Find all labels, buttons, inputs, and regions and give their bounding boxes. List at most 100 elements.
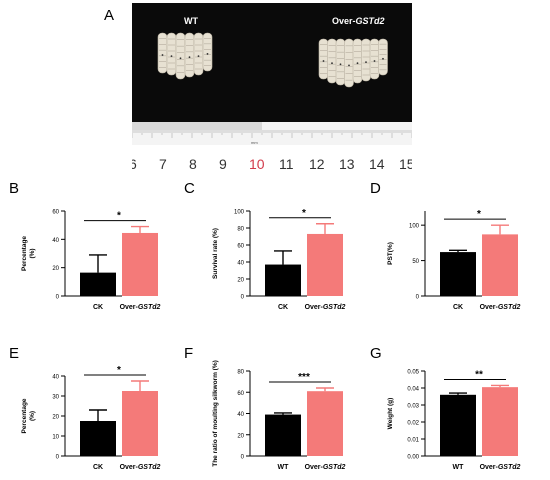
significance-marker: * bbox=[117, 365, 121, 376]
ruler-number-6: 6 bbox=[132, 156, 137, 172]
y-axis-label: The ratio of moulting silkworm (%) bbox=[212, 360, 219, 467]
larva-spot bbox=[356, 62, 359, 65]
significance-marker: *** bbox=[298, 372, 310, 383]
y-tick-label: 0.04 bbox=[407, 387, 419, 393]
chart-c: 0 20 40 60 80 100 Survival rate (%) CK Over-GSTd… bbox=[212, 208, 346, 311]
y-tick-label: 100 bbox=[234, 210, 245, 216]
bar-control bbox=[265, 414, 301, 456]
significance-marker: * bbox=[302, 208, 306, 219]
larva-over-6 bbox=[361, 38, 371, 82]
significance-marker: * bbox=[477, 209, 481, 220]
y-tick-label: 80 bbox=[237, 370, 244, 376]
bar-control bbox=[440, 394, 476, 456]
y-tick-label: 0.03 bbox=[407, 404, 419, 410]
y-tick-label: 20 bbox=[237, 433, 244, 439]
larva-wt-6 bbox=[202, 32, 213, 72]
larva-spot bbox=[170, 55, 173, 57]
larva-over-7 bbox=[369, 38, 380, 80]
bar-control bbox=[80, 272, 116, 296]
chart-b: 0 20 40 60 Percentage (%) CK Over-GSTd2 * bbox=[21, 210, 161, 312]
larva-over-1 bbox=[318, 38, 329, 80]
larva-wt-4 bbox=[184, 32, 195, 78]
y-axis-label: Weight (g) bbox=[387, 398, 394, 430]
category-label: CK bbox=[453, 304, 463, 311]
y-tick-label: 100 bbox=[409, 224, 420, 230]
bar-overexpression bbox=[482, 234, 518, 296]
larva-spot bbox=[322, 60, 325, 62]
larva-wt-5 bbox=[193, 32, 204, 76]
chart-f: 0 20 40 60 80 The ratio of moulting silkworm … bbox=[212, 360, 346, 471]
panel-letter-a: A bbox=[104, 7, 115, 24]
larva-wt-1 bbox=[157, 32, 168, 74]
panel-letter-f: F bbox=[184, 345, 194, 362]
larva-wt-2 bbox=[166, 32, 177, 76]
ruler-number-10: 10 bbox=[249, 156, 265, 172]
larva-over-3 bbox=[335, 38, 346, 86]
y-axis-label: (%) bbox=[29, 411, 36, 421]
ruler-number-13: 13 bbox=[339, 156, 355, 172]
y-axis-label: PST(%) bbox=[387, 242, 394, 265]
ruler-number-8: 8 bbox=[189, 156, 197, 172]
larva-spot bbox=[161, 54, 164, 56]
panel-letter-d: D bbox=[370, 180, 381, 197]
larva-spot bbox=[188, 56, 191, 59]
panel-letter-e: E bbox=[9, 345, 20, 362]
category-label: Over-GSTd2 bbox=[480, 464, 521, 471]
y-axis-label: (%) bbox=[29, 248, 36, 258]
y-tick-label: 10 bbox=[52, 435, 59, 441]
larva-spot bbox=[373, 60, 376, 62]
ruler-number-7: 7 bbox=[159, 156, 167, 172]
y-tick-label: 0 bbox=[241, 455, 245, 461]
y-tick-label: 40 bbox=[52, 375, 59, 381]
larva-spot bbox=[331, 62, 333, 65]
y-tick-label: 40 bbox=[237, 261, 244, 267]
y-tick-label: 0.05 bbox=[407, 370, 419, 376]
ruler-number-11: 11 bbox=[279, 156, 294, 172]
larva-over-4 bbox=[344, 38, 354, 88]
y-tick-label: 20 bbox=[52, 266, 59, 272]
category-label: Over-GSTd2 bbox=[305, 304, 346, 311]
y-tick-label: 0 bbox=[416, 295, 420, 301]
y-tick-label: 60 bbox=[237, 391, 244, 397]
bar-control bbox=[265, 264, 301, 296]
chart-g: 0.00 0.01 0.02 0.03 0.04 0.05 Weight (g) WT Over… bbox=[387, 369, 521, 471]
ruler-number-9: 9 bbox=[219, 156, 227, 172]
y-tick-label: 0 bbox=[241, 295, 245, 301]
category-label: Over-GSTd2 bbox=[480, 304, 521, 311]
larva-spot bbox=[365, 61, 367, 63]
ruler-shadow bbox=[132, 122, 262, 130]
y-axis-label: Percentage bbox=[21, 236, 28, 271]
y-tick-label: 80 bbox=[237, 227, 244, 233]
y-tick-label: 0.00 bbox=[407, 455, 419, 461]
y-tick-label: 40 bbox=[52, 238, 59, 244]
y-tick-label: 60 bbox=[52, 210, 59, 216]
y-tick-label: 60 bbox=[237, 244, 244, 250]
larva-spot bbox=[179, 57, 182, 60]
panel-letter-g: G bbox=[370, 345, 382, 362]
category-label: WT bbox=[453, 464, 465, 471]
y-tick-label: 0.02 bbox=[407, 421, 419, 427]
larva-spot bbox=[348, 64, 350, 67]
bar-overexpression bbox=[482, 387, 518, 456]
panel-letter-c: C bbox=[184, 180, 195, 197]
ruler-numbers: 6 7 8 9 10 11 12 13 14 15 bbox=[132, 156, 412, 172]
significance-marker: ** bbox=[475, 369, 483, 380]
y-axis-label: Percentage bbox=[21, 398, 28, 433]
y-axis-label: Survival rate (%) bbox=[212, 228, 219, 279]
y-tick-label: 40 bbox=[237, 412, 244, 418]
category-label: Over-GSTd2 bbox=[305, 464, 346, 471]
larva-spot bbox=[206, 53, 209, 55]
significance-marker: * bbox=[117, 211, 121, 222]
ruler-number-14: 14 bbox=[369, 156, 385, 172]
bar-overexpression bbox=[122, 232, 158, 296]
y-tick-label: 20 bbox=[52, 415, 59, 421]
larva-over-2 bbox=[327, 38, 337, 84]
larvae-photo: WT Over-GSTd2 mm 6 7 8 9 10 11 12 13 14 15 bbox=[132, 3, 412, 172]
bar-control bbox=[440, 252, 476, 296]
ruler-number-12: 12 bbox=[309, 156, 325, 172]
chart-d: 0 50 100 PST(%) CK Over-GSTd2 * bbox=[387, 209, 521, 311]
larva-over-8 bbox=[378, 38, 388, 76]
category-label: WT bbox=[278, 464, 290, 471]
y-tick-label: 0 bbox=[56, 295, 60, 301]
larva-spot bbox=[339, 63, 342, 66]
